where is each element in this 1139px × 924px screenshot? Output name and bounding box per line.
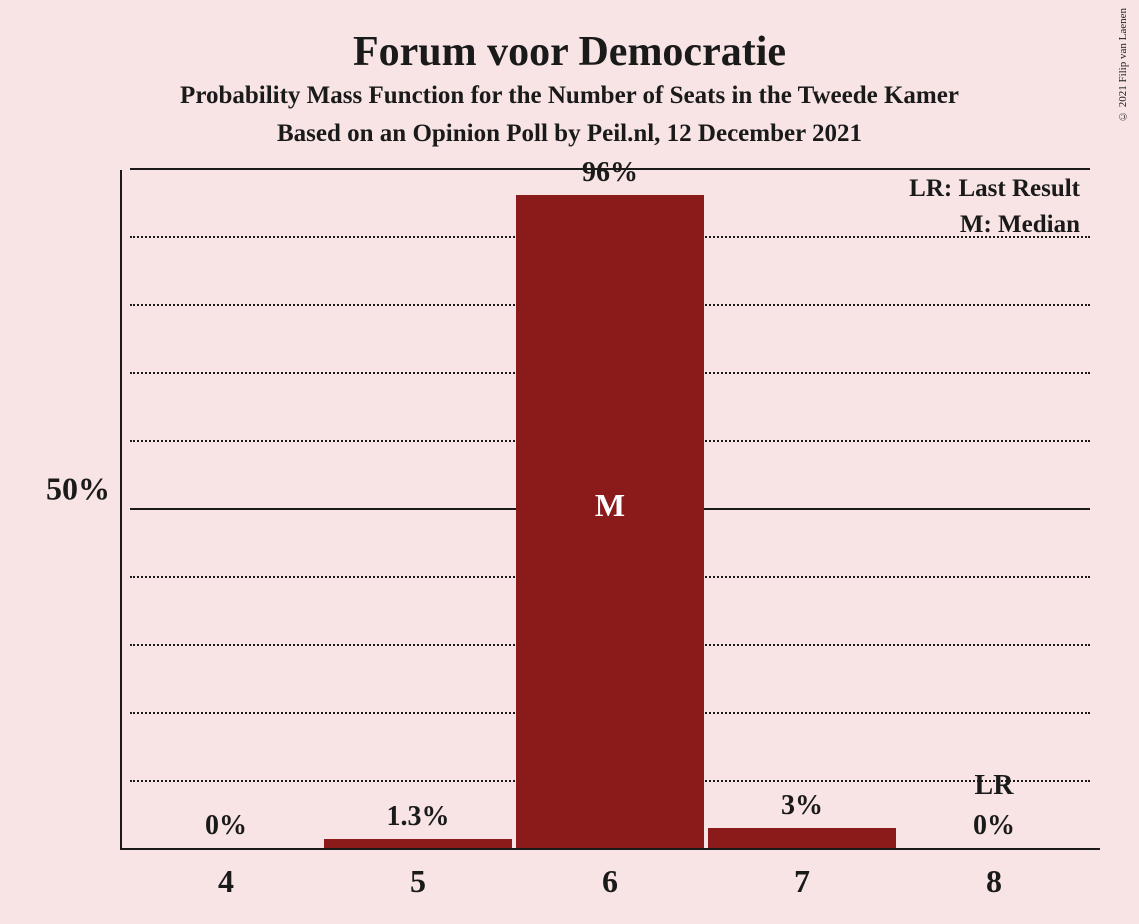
copyright-text: © 2021 Filip van Laenen bbox=[1117, 8, 1129, 122]
y-axis bbox=[120, 170, 122, 850]
legend-lr: LR: Last Result bbox=[909, 175, 1080, 203]
bar-value-label: 0% bbox=[973, 810, 1015, 842]
x-tick-label: 8 bbox=[986, 863, 1002, 900]
chart-container: Forum voor Democratie Probability Mass F… bbox=[0, 0, 1139, 924]
x-tick-label: 7 bbox=[794, 863, 810, 900]
x-tick-label: 5 bbox=[410, 863, 426, 900]
bar-value-label: 1.3% bbox=[387, 801, 450, 833]
y-tick-label: 50% bbox=[46, 471, 110, 508]
x-axis bbox=[120, 848, 1100, 850]
chart-plot-area: 50% 0%41.3%596%6M3%70%8LR LR: Last Resul… bbox=[120, 170, 1100, 850]
bar-value-label: 3% bbox=[781, 790, 823, 822]
bar bbox=[708, 828, 896, 848]
last-result-marker: LR bbox=[975, 770, 1014, 802]
bar-value-label: 96% bbox=[582, 157, 638, 189]
legend: LR: Last Result M: Median bbox=[909, 175, 1080, 247]
bar bbox=[324, 839, 512, 848]
x-tick-label: 6 bbox=[602, 863, 618, 900]
chart-title: Forum voor Democratie bbox=[0, 28, 1139, 76]
x-tick-label: 4 bbox=[218, 863, 234, 900]
chart-subtitle-2: Based on an Opinion Poll by Peil.nl, 12 … bbox=[0, 120, 1139, 148]
bar-value-label: 0% bbox=[205, 810, 247, 842]
chart-subtitle-1: Probability Mass Function for the Number… bbox=[0, 82, 1139, 110]
legend-m: M: Median bbox=[909, 211, 1080, 239]
median-marker: M bbox=[595, 487, 625, 524]
